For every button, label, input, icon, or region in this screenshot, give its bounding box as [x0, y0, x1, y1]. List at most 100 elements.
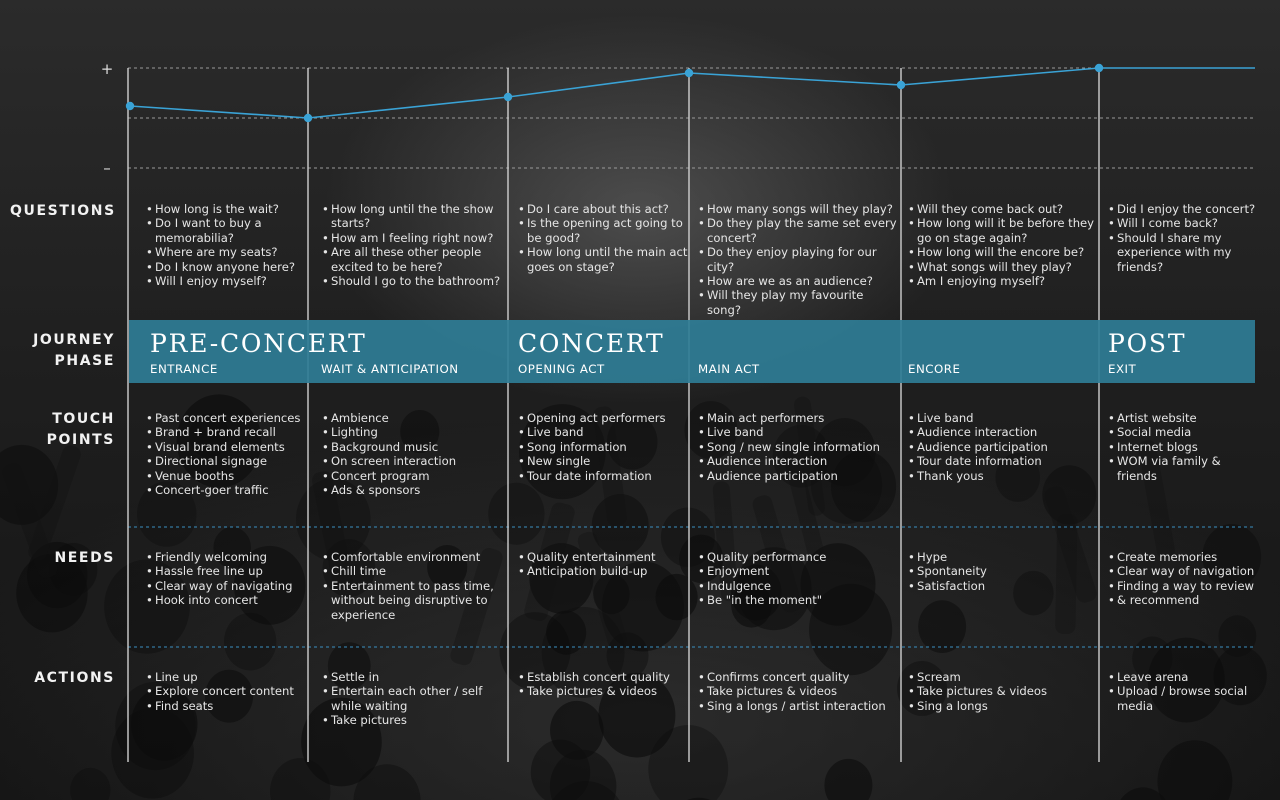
crowd-head: [648, 725, 729, 800]
list-item: Line up: [146, 670, 316, 685]
needs-list: HypeSpontaneitySatisfaction: [908, 550, 1098, 594]
touch-points-cell-main-act: Main act performersLive bandSong / new s…: [698, 411, 898, 483]
list-item: How long will the encore be?: [908, 245, 1098, 260]
phase-title-post: POST: [1108, 329, 1187, 358]
emotion-curve: [129, 67, 1255, 119]
touch-points-cell-entrance: Past concert experiencesBrand + brand re…: [146, 411, 316, 498]
emotion-point-entrance: [125, 101, 135, 111]
list-item: Upload / browse social media: [1108, 684, 1258, 713]
crowd-head: [552, 781, 620, 800]
list-item: Be "in the moment": [698, 593, 898, 608]
questions-cell-main-act: How many songs will they play?Do they pl…: [698, 202, 898, 317]
list-item: Live band: [698, 425, 898, 440]
touch-points-cell-exit: Artist websiteSocial mediaInternet blogs…: [1108, 411, 1258, 483]
list-item: Should I go to the bathroom?: [322, 274, 507, 289]
list-item: Scream: [908, 670, 1098, 685]
crowd-head: [1218, 615, 1257, 657]
list-item: Anticipation build-up: [518, 564, 693, 579]
phase-title-concert: CONCERT: [518, 329, 665, 358]
crowd-head: [824, 758, 873, 800]
actions-list: Line upExplore concert contentFind seats: [146, 670, 316, 714]
needs-list: Quality entertainmentAnticipation build-…: [518, 550, 693, 579]
row-label-journey-phase: JOURNEY PHASE: [33, 332, 115, 369]
list-item: Social media: [1108, 425, 1258, 440]
crowd-head: [137, 481, 197, 547]
crowd-head: [0, 444, 59, 525]
emotion-point-opening-act: [503, 92, 513, 102]
list-item: & recommend: [1108, 593, 1258, 608]
list-item: Hype: [908, 550, 1098, 565]
actions-list: Leave arenaUpload / browse social media: [1108, 670, 1258, 713]
needs-list: Comfortable environmentChill timeEnterta…: [322, 550, 507, 622]
list-item: Indulgence: [698, 579, 898, 594]
questions-cell-exit: Did I enjoy the concert?Will I come back…: [1108, 202, 1258, 274]
list-item: How long until the main act goes on stag…: [518, 245, 693, 274]
questions-list: How long is the wait?Do I want to buy a …: [146, 202, 316, 289]
list-item: Enjoyment: [698, 564, 898, 579]
list-item: Explore concert content: [146, 684, 316, 699]
list-item: Will they come back out?: [908, 202, 1098, 217]
row-label-touch-points: TOUCH POINTS: [46, 411, 115, 448]
list-item: Audience participation: [908, 440, 1098, 455]
list-item: Establish concert quality: [518, 670, 693, 685]
crowd-arm: [2, 463, 58, 579]
list-item: Hook into concert: [146, 593, 316, 608]
axis-plus: +: [100, 60, 114, 78]
crowd-head: [601, 561, 684, 652]
list-item: Hassle free line up: [146, 564, 316, 579]
actions-cell-entrance: Line upExplore concert contentFind seats: [146, 670, 316, 714]
questions-list: How many songs will they play?Do they pl…: [698, 202, 898, 317]
actions-list: Confirms concert qualityTake pictures & …: [698, 670, 898, 714]
actions-cell-opening-act: Establish concert qualityTake pictures &…: [518, 670, 693, 699]
list-item: Quality entertainment: [518, 550, 693, 565]
list-item: Do I want to buy a memorabilia?: [146, 216, 316, 245]
crowd-head: [223, 612, 277, 671]
list-item: Take pictures: [322, 713, 507, 728]
list-item: Did I enjoy the concert?: [1108, 202, 1258, 217]
list-item: Audience interaction: [908, 425, 1098, 440]
list-item: What songs will they play?: [908, 260, 1098, 275]
list-item: How many songs will they play?: [698, 202, 898, 217]
list-item: Finding a way to review: [1108, 579, 1258, 594]
list-item: Find seats: [146, 699, 316, 714]
emotion-point-wait-anticipation: [303, 113, 313, 123]
needs-list: Create memoriesClear way of navigationFi…: [1108, 550, 1258, 608]
crowd-head: [70, 767, 111, 800]
list-item: Create memories: [1108, 550, 1258, 565]
stage-label-entrance: ENTRANCE: [150, 362, 218, 376]
list-item: Visual brand elements: [146, 440, 316, 455]
list-item: Are all these other people excited to be…: [322, 245, 507, 274]
touch-points-list: Main act performersLive bandSong / new s…: [698, 411, 898, 483]
list-item: Venue booths: [146, 469, 316, 484]
emotion-point-exit: [1094, 63, 1104, 73]
questions-cell-encore: Will they come back out?How long will it…: [908, 202, 1098, 289]
list-item: Audience interaction: [698, 454, 898, 469]
actions-cell-exit: Leave arenaUpload / browse social media: [1108, 670, 1258, 713]
list-item: Artist website: [1108, 411, 1258, 426]
touch-points-list: Opening act performersLive bandSong info…: [518, 411, 693, 483]
list-item: Do they enjoy playing for our city?: [698, 245, 898, 274]
list-item: On screen interaction: [322, 454, 507, 469]
list-item: Live band: [908, 411, 1098, 426]
list-item: Concert program: [322, 469, 507, 484]
list-item: Is the opening act going to be good?: [518, 216, 693, 245]
list-item: Comfortable environment: [322, 550, 507, 565]
touch-points-cell-opening-act: Opening act performersLive bandSong info…: [518, 411, 693, 483]
list-item: Ads & sponsors: [322, 483, 507, 498]
touch-points-list: Past concert experiencesBrand + brand re…: [146, 411, 316, 498]
touch-points-list: Live bandAudience interactionAudience pa…: [908, 411, 1098, 483]
stage-label-wait-anticipation: WAIT & ANTICIPATION: [321, 362, 459, 376]
questions-list: Did I enjoy the concert?Will I come back…: [1108, 202, 1258, 274]
list-item: Friendly welcoming: [146, 550, 316, 565]
actions-list: ScreamTake pictures & videosSing a longs: [908, 670, 1098, 714]
list-item: Am I enjoying myself?: [908, 274, 1098, 289]
needs-cell-entrance: Friendly welcomingHassle free line upCle…: [146, 550, 316, 608]
crowd-head: [687, 797, 711, 800]
list-item: Background music: [322, 440, 507, 455]
needs-list: Friendly welcomingHassle free line upCle…: [146, 550, 316, 608]
list-item: Past concert experiences: [146, 411, 316, 426]
list-item: Will I come back?: [1108, 216, 1258, 231]
crowd-head: [1120, 787, 1166, 800]
crowd-head: [918, 600, 967, 654]
